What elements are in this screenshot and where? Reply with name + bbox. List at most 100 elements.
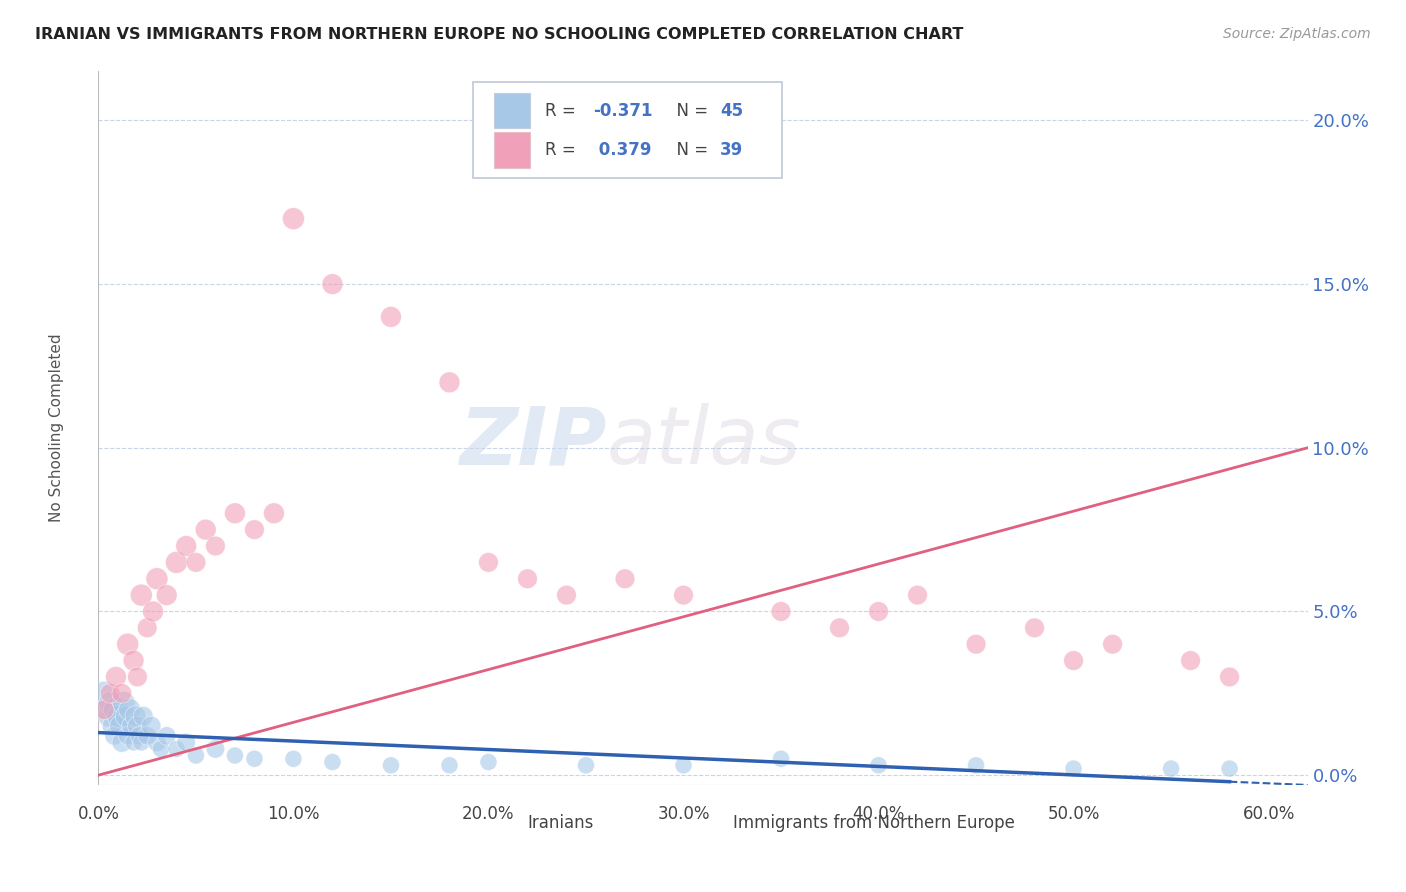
Point [868,605,890,619]
Point [204,539,226,553]
Point [672,588,695,602]
Point [112,696,135,710]
Point [93,686,115,700]
Point [128,729,150,743]
Point [321,755,343,769]
Text: IRANIAN VS IMMIGRANTS FROM NORTHERN EUROPE NO SCHOOLING COMPLETED CORRELATION CH: IRANIAN VS IMMIGRANTS FROM NORTHERN EURO… [35,27,963,42]
Text: 30.0%: 30.0% [657,805,710,822]
Text: Iranians: Iranians [527,814,595,832]
Text: Source: ZipAtlas.com: Source: ZipAtlas.com [1223,27,1371,41]
Text: atlas: atlas [606,403,801,482]
Point [139,719,162,733]
Point [124,709,146,723]
Text: 50.0%: 50.0% [1047,805,1099,822]
Point [121,719,143,733]
Point [127,719,149,733]
Text: R =: R = [544,102,581,120]
Point [1101,637,1123,651]
Point [965,758,987,772]
Point [98,696,121,710]
Point [439,758,461,772]
Point [243,752,266,766]
Point [117,637,139,651]
Point [283,211,305,226]
Point [107,709,129,723]
Point [204,742,226,756]
Point [439,376,461,390]
Point [555,588,578,602]
Point [184,555,207,569]
Point [132,709,155,723]
Point [104,703,127,717]
Point [127,670,149,684]
Point [156,588,179,602]
Point [321,277,343,292]
Point [108,719,131,733]
Point [1063,762,1085,776]
Point [516,572,538,586]
Point [174,539,197,553]
Point [149,742,172,756]
Point [117,729,139,743]
Point [98,686,121,700]
Text: No Schooling Completed: No Schooling Completed [49,334,63,523]
Point [769,605,792,619]
Point [1160,762,1182,776]
Text: 40.0%: 40.0% [852,805,904,822]
FancyBboxPatch shape [485,812,519,835]
Point [224,748,246,763]
Text: 10.0%: 10.0% [267,805,319,822]
Point [868,758,890,772]
Point [174,735,197,749]
Text: 39: 39 [720,141,744,159]
Point [769,752,792,766]
Point [1063,654,1085,668]
Point [118,703,141,717]
Text: N =: N = [665,141,713,159]
FancyBboxPatch shape [494,93,530,128]
Point [103,729,125,743]
Point [114,709,136,723]
Point [104,670,127,684]
Point [477,755,499,769]
Point [97,709,120,723]
Point [131,588,153,602]
Text: 45: 45 [720,102,742,120]
Point [93,703,115,717]
Point [283,752,305,766]
Point [380,758,402,772]
Point [96,703,118,717]
Point [614,572,637,586]
Point [111,735,134,749]
Point [907,588,929,602]
FancyBboxPatch shape [494,132,530,168]
Point [146,572,169,586]
Text: -0.371: -0.371 [593,102,652,120]
Point [828,621,851,635]
FancyBboxPatch shape [690,812,724,835]
Point [672,758,695,772]
Text: 60.0%: 60.0% [1243,805,1295,822]
Text: N =: N = [665,102,713,120]
Text: ZIP: ZIP [458,403,606,482]
Point [1219,762,1241,776]
FancyBboxPatch shape [474,82,782,178]
Point [1024,621,1046,635]
Point [146,735,169,749]
Point [101,719,124,733]
Point [380,310,402,324]
Point [131,735,153,749]
Point [477,555,499,569]
Point [156,729,179,743]
Point [136,729,159,743]
Point [1219,670,1241,684]
Text: 20.0%: 20.0% [463,805,515,822]
Point [165,742,187,756]
Point [965,637,987,651]
Point [194,523,217,537]
Point [122,735,145,749]
Point [184,748,207,763]
Point [111,686,134,700]
Point [165,555,187,569]
Point [243,523,266,537]
